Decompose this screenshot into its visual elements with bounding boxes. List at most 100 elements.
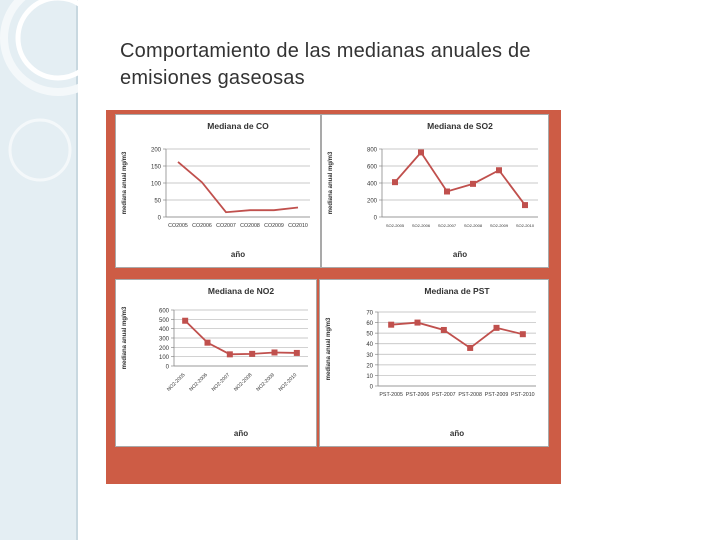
data-point-marker — [493, 324, 500, 331]
data-point-marker — [226, 351, 233, 358]
series-line — [184, 320, 297, 356]
data-point-marker — [444, 188, 450, 195]
y-tick-label: 600 — [159, 309, 170, 315]
y-tick-label: 200 — [367, 199, 378, 205]
data-point-marker — [522, 202, 528, 209]
x-tick-label: PST-2008 — [458, 392, 482, 398]
chart-panel-no2: Mediana de NO2 0 100 200 300 400 500 600 NO2-200… — [115, 279, 317, 447]
x-tick-label: NO2-2006 — [188, 372, 209, 393]
y-tick-label: 400 — [159, 327, 170, 333]
data-point-marker — [519, 331, 526, 338]
y-tick-label: 60 — [366, 321, 373, 327]
x-tick-label: CO2007 — [216, 223, 236, 229]
y-tick-label: 150 — [151, 165, 162, 171]
x-tick-label: NO2-2009 — [255, 372, 276, 393]
y-tick-label: 300 — [159, 337, 170, 343]
y-axis-label: mediana anual mg/m3 — [122, 306, 128, 369]
data-point-marker — [496, 167, 502, 174]
data-point-marker — [271, 349, 278, 356]
data-point-marker — [182, 317, 189, 324]
data-point-marker — [418, 149, 424, 156]
sidebar-edge — [76, 0, 78, 540]
charts-frame: Mediana de CO 0 50 100 150 200 CO2005 CO2006 CO2… — [106, 110, 561, 484]
x-tick-label: CO2009 — [264, 223, 284, 229]
x-tick-label: SO2-2008 — [464, 223, 483, 228]
data-point-marker — [388, 321, 395, 328]
slide-title-line-1: Comportamiento de las medianas anuales d… — [120, 40, 531, 62]
x-tick-label: NO2-2008 — [233, 372, 254, 393]
x-tick-label: SO2-2010 — [516, 223, 535, 228]
x-tick-label: SO2-2009 — [490, 223, 509, 228]
y-tick-label: 50 — [366, 332, 373, 338]
x-tick-label: CO2008 — [240, 223, 260, 229]
series-line — [177, 161, 299, 214]
x-axis-label: año — [450, 429, 464, 438]
slide-title-line-2: emisiones gaseosas — [120, 67, 305, 89]
series-line — [391, 321, 524, 350]
chart-co: Mediana de CO 0 50 100 150 200 CO2005 CO2006 CO2… — [122, 121, 310, 259]
y-axis-label: mediana anual mg/m3 — [122, 151, 128, 214]
x-tick-label: SO2-2005 — [386, 223, 405, 228]
chart-title: Mediana de SO2 — [427, 121, 493, 131]
y-tick-label: 50 — [154, 199, 161, 205]
x-tick-label: PST-2006 — [406, 392, 430, 398]
y-tick-label: 800 — [367, 148, 378, 154]
y-tick-label: 0 — [158, 216, 162, 222]
data-point-marker — [392, 179, 398, 186]
data-point-marker — [414, 319, 421, 326]
x-axis-label: año — [234, 429, 248, 438]
data-point-marker — [249, 350, 256, 357]
data-point-marker — [204, 339, 211, 346]
y-axis-label: mediana anual mg/m3 — [326, 317, 332, 380]
data-point-marker — [293, 349, 300, 356]
y-tick-label: 40 — [366, 342, 373, 348]
data-point-marker — [470, 180, 476, 187]
y-tick-label: 500 — [159, 318, 170, 324]
ring-outer — [0, 0, 78, 96]
x-tick-label: NO2-2007 — [211, 372, 232, 393]
x-tick-label: CO2005 — [168, 223, 188, 229]
chart-title: Mediana de NO2 — [208, 286, 274, 296]
chart-title: Mediana de CO — [207, 121, 269, 131]
decorative-rings — [0, 0, 78, 182]
x-tick-label: PST-2010 — [511, 392, 535, 398]
y-axis-label: mediana anual mg/m3 — [328, 151, 334, 214]
x-tick-label: SO2-2007 — [438, 223, 457, 228]
x-tick-label: NO2-2005 — [166, 372, 187, 393]
data-point-marker — [440, 326, 447, 333]
x-tick-label: PST-2005 — [379, 392, 403, 398]
series-line — [394, 150, 526, 206]
y-tick-label: 400 — [367, 182, 378, 188]
y-tick-label: 0 — [166, 365, 170, 371]
y-tick-label: 200 — [151, 148, 162, 154]
chart-so2: Mediana de SO2 0 200 400 600 800 SO2-2005 SO2-2… — [328, 121, 538, 259]
data-point-marker — [467, 344, 474, 351]
x-tick-label: CO2006 — [192, 223, 212, 229]
x-axis-label: año — [453, 250, 467, 259]
y-tick-label: 20 — [366, 363, 373, 369]
x-axis-label: año — [231, 250, 245, 259]
y-tick-label: 30 — [366, 353, 373, 359]
y-tick-label: 70 — [366, 311, 373, 317]
y-tick-label: 600 — [367, 165, 378, 171]
chart-title: Mediana de PST — [424, 286, 490, 296]
y-tick-label: 10 — [366, 374, 373, 380]
x-tick-label: PST-2007 — [432, 392, 456, 398]
x-tick-label: PST-2009 — [485, 392, 509, 398]
y-tick-label: 0 — [370, 385, 374, 391]
y-tick-label: 100 — [151, 182, 162, 188]
y-tick-label: 100 — [159, 355, 170, 361]
ring-small — [8, 118, 72, 182]
chart-panel-pst: Mediana de PST 0 10 20 30 40 50 60 70 PST-2005 PST… — [319, 279, 549, 447]
slide-title: Comportamiento de las medianas anuales d… — [120, 38, 680, 92]
y-tick-label: 200 — [159, 346, 170, 352]
x-tick-label: CO2010 — [288, 223, 308, 229]
x-tick-label: SO2-2006 — [412, 223, 431, 228]
chart-no2: Mediana de NO2 0 100 200 300 400 500 600 NO2-200… — [122, 286, 308, 438]
ring-inner — [15, 0, 78, 81]
chart-panel-so2: Mediana de SO2 0 200 400 600 800 SO2-2005 SO2-2… — [321, 114, 549, 268]
y-tick-label: 0 — [374, 216, 378, 222]
chart-panel-co: Mediana de CO 0 50 100 150 200 CO2005 CO2006 CO2… — [115, 114, 321, 268]
x-tick-label: NO2-2010 — [278, 372, 299, 393]
